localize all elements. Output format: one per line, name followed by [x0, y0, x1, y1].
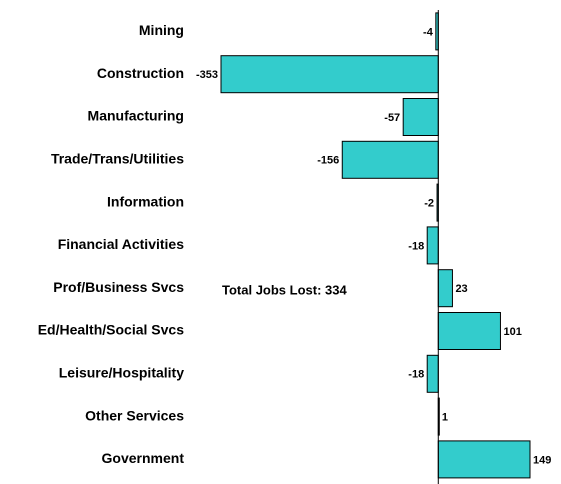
bar — [437, 312, 501, 350]
category-label: Prof/Business Svcs — [53, 279, 184, 295]
category-label: Ed/Health/Social Svcs — [38, 322, 184, 338]
value-label: 101 — [503, 326, 521, 338]
value-label: -4 — [423, 26, 434, 38]
value-label: -18 — [408, 369, 424, 381]
value-label: -156 — [317, 155, 339, 167]
category-label: Information — [107, 193, 184, 209]
bar — [426, 226, 439, 265]
value-label: 1 — [442, 412, 448, 424]
value-label: 23 — [455, 283, 467, 295]
category-label: Trade/Trans/Utilities — [51, 151, 184, 167]
bar — [220, 55, 439, 94]
value-label: 149 — [533, 454, 551, 466]
category-label: Manufacturing — [88, 108, 184, 124]
annotation: Total Jobs Lost: 334 — [222, 282, 347, 297]
category-label: Mining — [139, 22, 184, 38]
category-label: Financial Activities — [58, 236, 185, 252]
bar — [402, 98, 439, 136]
bar — [437, 440, 531, 479]
bar — [341, 140, 439, 179]
bar — [426, 354, 439, 393]
bar — [437, 269, 453, 308]
value-label: -18 — [408, 240, 424, 252]
value-label: -353 — [196, 69, 218, 81]
value-label: -57 — [384, 112, 400, 124]
category-label: Other Services — [85, 407, 184, 423]
value-label: -2 — [424, 198, 434, 210]
category-label: Government — [102, 450, 185, 466]
category-label: Construction — [97, 65, 184, 81]
category-label: Leisure/Hospitality — [59, 365, 184, 381]
